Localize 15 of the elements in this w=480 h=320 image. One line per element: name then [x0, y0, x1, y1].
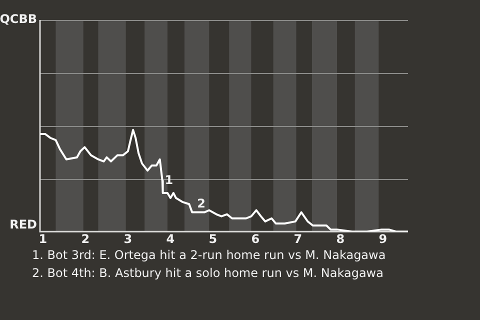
x-tick-label: 6 — [251, 232, 260, 246]
annotation: 2 — [197, 196, 206, 210]
text: QCBB — [0, 12, 37, 26]
x-tick-label: 4 — [166, 232, 175, 246]
x-tick-label: 5 — [208, 232, 218, 246]
x-tick-label: 2 — [81, 232, 90, 246]
annotation: 1 — [164, 173, 174, 187]
x-tick-label: 8 — [336, 232, 345, 246]
text: RED — [10, 218, 38, 232]
text: 1. Bot 3rd: E. Ortega hit a 2-run home run vs M. Nakagawa — [32, 247, 386, 264]
x-tick-label: 9 — [378, 232, 388, 246]
x-tick-label: 7 — [294, 232, 302, 246]
text: 2. Bot 4th: B. Astbury hit a solo home run vs M. Nakagawa — [32, 265, 384, 282]
x-tick-label: 1 — [38, 232, 48, 246]
x-tick-label: 3 — [124, 232, 132, 246]
